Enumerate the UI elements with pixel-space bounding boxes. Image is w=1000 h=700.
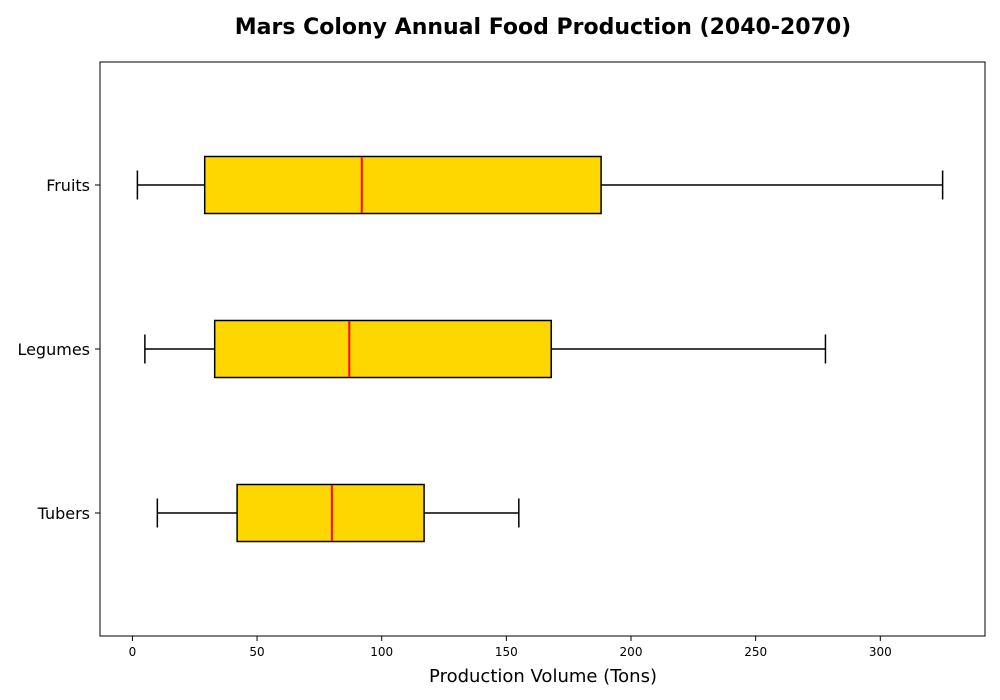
chart-marks xyxy=(136,155,944,543)
x-tick-label: 200 xyxy=(620,645,643,659)
box-iqr xyxy=(213,319,552,379)
box-group-tubers xyxy=(156,483,520,543)
y-tick-label: Tubers xyxy=(37,504,90,523)
x-axis-label: Production Volume (Tons) xyxy=(429,666,657,687)
box-iqr xyxy=(236,483,425,543)
x-tick-label: 300 xyxy=(869,645,892,659)
box-group-legumes xyxy=(144,319,827,379)
chart-title: Mars Colony Annual Food Production (2040… xyxy=(235,15,851,40)
y-tick-label: Fruits xyxy=(46,176,90,195)
box-group-fruits xyxy=(136,155,944,215)
x-tick-label: 250 xyxy=(744,645,767,659)
x-axis-ticks: 0 50 100 150 200 250 300 xyxy=(129,636,892,659)
x-tick-label: 100 xyxy=(370,645,393,659)
y-tick-label: Legumes xyxy=(17,340,90,359)
x-tick-label: 50 xyxy=(249,645,264,659)
y-axis-ticks: Fruits Legumes Tubers xyxy=(17,176,100,523)
x-tick-label: 0 xyxy=(129,645,137,659)
x-tick-label: 150 xyxy=(495,645,518,659)
box-iqr xyxy=(203,155,602,215)
